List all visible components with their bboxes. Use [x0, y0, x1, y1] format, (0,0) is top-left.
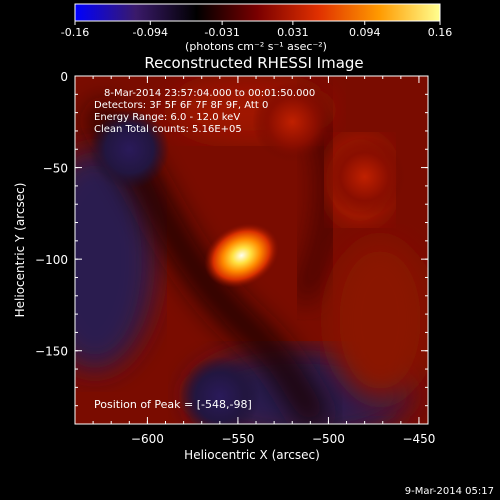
y-axis-label: Heliocentric Y (arcsec) [13, 183, 27, 318]
colorbar-tick-label: -0.094 [133, 26, 168, 39]
emission-feature [324, 136, 405, 217]
x-tick-label: −500 [312, 432, 345, 446]
emission-feature [89, 109, 170, 190]
annotation-line: Clean Total counts: 5.16E+05 [94, 124, 242, 135]
heatmap-image [75, 76, 428, 424]
timestamp: 9-Mar-2014 05:17 [405, 486, 494, 497]
colorbar-tick-label: 0.16 [428, 26, 453, 39]
colorbar-tick-label: 0.094 [349, 26, 381, 39]
heatmap-features [89, 81, 405, 424]
colorbar [74, 3, 441, 22]
x-tick-label: −550 [221, 432, 254, 446]
emission-feature [252, 81, 333, 162]
annotations: 8-Mar-2014 23:57:04.000 to 00:01:50.000D… [94, 88, 315, 135]
y-axis: 0 −50 −100 −150 [35, 70, 428, 425]
colorbar-unit-label: (photons cm⁻² s⁻¹ asec⁻²) [185, 40, 327, 53]
y-tick-label: −50 [43, 162, 68, 176]
annotation-line: 8-Mar-2014 23:57:04.000 to 00:01:50.000 [104, 88, 315, 99]
colorbar-tick-label: -0.16 [61, 26, 89, 39]
y-tick-label: −150 [35, 345, 68, 359]
peak-label: Position of Peak = [-548,-98] [94, 398, 252, 411]
annotation-line: Energy Range: 6.0 - 12.0 keV [94, 112, 240, 123]
y-tick-label: 0 [60, 70, 68, 84]
plot-frame [74, 75, 429, 425]
x-axis-label: Heliocentric X (arcsec) [184, 448, 320, 462]
x-tick-label: −600 [131, 432, 164, 446]
colorbar-tick-label: -0.031 [204, 26, 239, 39]
x-tick-label: −450 [402, 432, 435, 446]
emission-feature [179, 356, 260, 424]
peak-source [204, 223, 279, 288]
y-tick-label: −100 [35, 253, 68, 267]
chart-title: Reconstructed RHESSI Image [144, 54, 363, 72]
annotation-line: Detectors: 3F 5F 6F 7F 8F 9F, Att 0 [94, 100, 268, 111]
x-axis: −600 −550 −500 −450 [74, 76, 435, 446]
colorbar-tick-label: 0.031 [277, 26, 309, 39]
colorbar-ticks: -0.16 -0.094 -0.031 0.031 0.094 0.16 [61, 21, 452, 39]
